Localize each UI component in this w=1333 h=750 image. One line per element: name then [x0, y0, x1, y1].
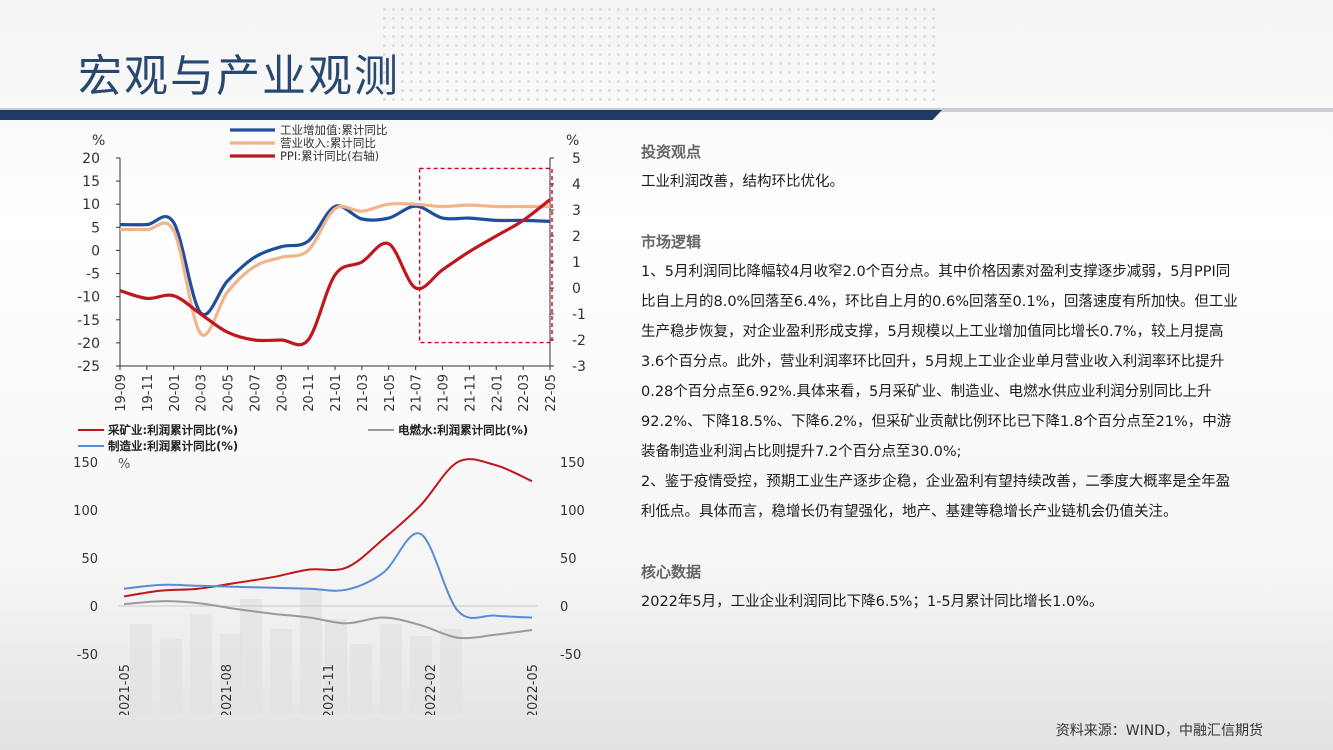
x-tick-label: 2022-05	[526, 664, 541, 715]
y-tick-label-left: -50	[77, 648, 98, 663]
x-tick-label: 20-05	[222, 374, 237, 412]
page-title: 宏观与产业观测	[78, 51, 400, 102]
legend-label-1: 工业增加值:累计同比	[280, 123, 387, 137]
section-text-view: 工业利润改善，结构环比优化。	[641, 174, 844, 190]
header-divider-dark	[0, 110, 942, 120]
series-line-1	[123, 458, 533, 598]
y-unit-left: %	[92, 133, 105, 149]
y-tick-label-left: 15	[82, 174, 100, 190]
x-tick-label: 20-03	[195, 374, 210, 412]
skyline-building	[240, 599, 262, 714]
commentary-panel: 投资观点 工业利润改善，结构环比优化。 市场逻辑 1、5月利润同比降幅较4月收窄…	[641, 137, 1241, 617]
section-title-data: 核心数据	[641, 563, 702, 581]
skyline-building	[190, 614, 212, 714]
legend-label-3: PPI:累计同比(右轴)	[280, 149, 379, 163]
skyline-building	[380, 624, 402, 714]
y-unit-left: %	[118, 457, 130, 472]
y-tick-label-right: 1	[572, 255, 581, 271]
x-tick-label: 21-07	[410, 374, 425, 412]
y-tick-label-left: 50	[81, 552, 98, 567]
skyline-building	[130, 624, 152, 714]
y-tick-label-right: 0	[560, 600, 568, 615]
x-tick-label: 19-09	[114, 374, 129, 412]
y-tick-label-right: 50	[560, 552, 577, 567]
series-line-3	[123, 532, 533, 620]
y-unit-right: %	[566, 133, 579, 149]
y-tick-label-right: 2	[572, 229, 581, 245]
y-tick-label-left: 10	[82, 197, 100, 213]
x-tick-label: 2021-08	[220, 664, 235, 715]
y-tick-label-left: 100	[73, 504, 98, 519]
y-tick-label-right: -2	[572, 333, 586, 349]
x-tick-label: 21-03	[356, 374, 371, 412]
x-tick-label: 20-11	[302, 374, 317, 412]
section-text-data: 2022年5月，工业企业利润同比下降6.5%；1-5月累计同比增长1.0%。	[641, 594, 1104, 610]
skyline-building	[160, 639, 182, 714]
chart-industry-profits: % 150 100 50 0 -50 150 100 50 0 -50 2021-05 2021-08 2…	[73, 423, 585, 715]
series-line-2	[123, 600, 533, 640]
x-tick-label: 21-05	[383, 374, 398, 412]
y-tick-label-right: -50	[560, 648, 581, 663]
x-tick-label: 22-01	[490, 374, 505, 412]
x-tick-label: 22-03	[517, 374, 532, 412]
y-tick-label-left: 5	[91, 220, 100, 236]
x-tick-label: 21-09	[437, 374, 452, 412]
section-title-view: 投资观点	[641, 143, 702, 161]
section-text-logic-1: 1、5月利润同比降幅较4月收窄2.0个百分点。其中价格因素对盈利支撑逐步减弱，5…	[641, 264, 1238, 460]
x-tick-label: 20-09	[275, 374, 290, 412]
y-tick-label-right: 100	[560, 504, 585, 519]
skyline-building	[300, 589, 322, 714]
series-line-2	[119, 202, 550, 337]
skyline-building	[350, 644, 372, 714]
y-tick-label-left: -25	[77, 359, 100, 375]
series-line-3	[119, 198, 551, 347]
x-tick-label: 2021-11	[322, 664, 337, 715]
skyline-building	[410, 636, 432, 714]
x-tick-label: 20-01	[168, 374, 183, 412]
y-tick-label-left: -5	[86, 267, 100, 283]
x-tick-label: 2022-02	[424, 664, 439, 715]
x-tick-label: 19-11	[141, 374, 156, 412]
highlight-box	[418, 167, 553, 344]
y-tick-label-left: -10	[77, 290, 100, 306]
y-tick-label-right: 5	[572, 151, 581, 167]
y-tick-label-left: 150	[73, 456, 98, 471]
chart-industrial-growth: % %20151050-5-10-15-20-25543210-1-2-319-0…	[77, 123, 586, 412]
legend-label-2: 营业收入:累计同比	[280, 136, 376, 150]
legend-label-1: 采矿业:利润累计同比(%)	[107, 423, 238, 437]
skyline-building	[325, 619, 347, 714]
section-title-logic: 市场逻辑	[641, 233, 702, 251]
x-tick-label: 2021-05	[118, 664, 133, 715]
skyline-building	[220, 634, 242, 714]
y-tick-label-right: 4	[572, 177, 581, 193]
y-tick-label-right: 0	[572, 281, 581, 297]
x-tick-label: 21-01	[329, 374, 344, 412]
x-tick-label: 21-11	[463, 374, 478, 412]
y-tick-label-left: 20	[82, 151, 100, 167]
section-text-logic-2: 2、鉴于疫情受控，预期工业生产逐步企稳，企业盈利有望持续改善，二季度大概率是全年…	[641, 474, 1231, 520]
y-tick-label-right: -1	[572, 307, 586, 323]
source-note: 资料来源：WIND，中融汇信期货	[1055, 723, 1263, 739]
x-tick-label: 22-05	[544, 374, 559, 412]
y-tick-label-left: 0	[91, 243, 100, 259]
skyline-building	[440, 629, 462, 714]
y-tick-label-left: -20	[77, 336, 100, 352]
y-tick-label-right: -3	[572, 359, 586, 375]
y-tick-label-right: 150	[560, 456, 585, 471]
legend-label-3: 制造业:利润累计同比(%)	[108, 439, 238, 453]
y-tick-label-right: 3	[572, 203, 581, 219]
legend-label-2: 电燃水:利润累计同比(%)	[398, 423, 528, 437]
decorative-dot-map	[380, 5, 940, 105]
y-tick-label-left: 0	[90, 600, 98, 615]
series-line-1	[119, 204, 551, 317]
skyline-building	[270, 629, 292, 714]
x-tick-label: 20-07	[248, 374, 263, 412]
y-tick-label-left: -15	[77, 313, 100, 329]
